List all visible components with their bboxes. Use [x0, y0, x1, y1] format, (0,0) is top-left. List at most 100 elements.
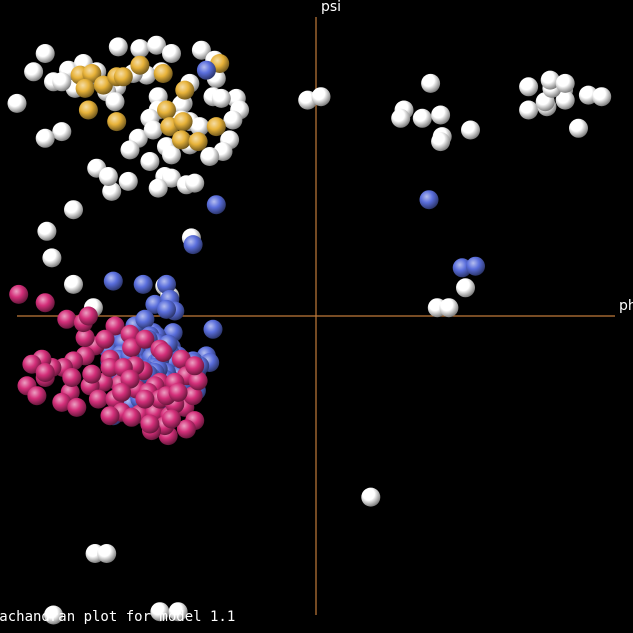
residue-point — [35, 293, 55, 313]
residue-point — [185, 356, 205, 376]
residue-point — [183, 235, 203, 255]
residue-point — [52, 392, 72, 412]
residue-point — [519, 100, 539, 120]
residue-point — [57, 309, 77, 329]
residue-point — [42, 248, 62, 268]
residue-point — [223, 110, 243, 130]
residue-point — [27, 386, 47, 406]
residue-point — [105, 92, 125, 112]
residue-point — [112, 382, 132, 402]
residue-point — [52, 72, 72, 92]
residue-point — [157, 299, 176, 319]
residue-point — [456, 278, 475, 298]
residue-point — [153, 343, 173, 362]
residue-point — [64, 274, 83, 294]
residue-point — [162, 145, 181, 165]
residue-point — [7, 93, 27, 113]
residue-point — [188, 371, 208, 391]
residue-point — [206, 117, 226, 137]
residue-point — [75, 78, 95, 98]
residue-point — [107, 112, 127, 132]
residue-point — [88, 389, 108, 409]
residue-point — [118, 171, 138, 191]
residue-point — [35, 363, 55, 382]
residue-point — [24, 62, 44, 82]
residue-point — [147, 35, 166, 55]
residue-point — [168, 382, 188, 402]
residue-point — [140, 414, 160, 434]
residue-point — [143, 120, 163, 140]
residue-point — [9, 284, 29, 304]
data-points — [7, 35, 612, 625]
residue-point — [105, 316, 125, 336]
residue-point — [113, 67, 133, 87]
residue-point — [200, 147, 220, 166]
residue-point — [183, 386, 203, 406]
residue-point — [135, 389, 155, 409]
residue-point — [431, 105, 451, 125]
residue-point — [206, 195, 226, 215]
plot-caption: Ramachandran plot for model 1.1 — [0, 609, 236, 625]
residue-point — [391, 108, 411, 128]
residue-point — [191, 40, 211, 60]
residue-point — [162, 44, 181, 63]
axes — [17, 17, 615, 615]
residue-point — [64, 200, 83, 220]
series-1 — [70, 54, 230, 152]
residue-point — [130, 39, 150, 59]
residue-point — [150, 602, 170, 622]
residue-point — [153, 64, 173, 83]
residue-point — [62, 368, 82, 387]
y-axis-label: psi — [321, 0, 342, 15]
residue-point — [190, 117, 210, 137]
residue-point — [157, 100, 176, 120]
series-3 — [9, 284, 208, 446]
residue-point — [157, 274, 176, 294]
residue-point — [148, 178, 168, 198]
residue-point — [162, 168, 181, 188]
x-axis-label: phi — [619, 298, 633, 314]
residue-point — [75, 328, 95, 348]
residue-point — [555, 73, 575, 93]
residue-point — [98, 167, 118, 186]
residue-point — [100, 358, 120, 377]
residue-point — [95, 329, 115, 349]
residue-point — [419, 190, 439, 210]
residue-point — [35, 128, 55, 148]
residue-point — [203, 319, 223, 339]
residue-point — [97, 544, 117, 563]
series-0 — [7, 35, 612, 625]
residue-point — [78, 100, 98, 120]
residue-point — [412, 108, 432, 128]
residue-point — [108, 37, 128, 57]
residue-point — [82, 364, 102, 384]
residue-point — [140, 152, 160, 171]
residue-point — [569, 118, 588, 138]
residue-point — [82, 64, 102, 83]
residue-point — [439, 298, 459, 318]
residue-point — [171, 130, 191, 150]
residue-point — [135, 309, 155, 329]
residue-point — [103, 271, 123, 291]
residue-point — [52, 122, 72, 142]
residue-point — [120, 140, 140, 160]
residue-point — [361, 487, 381, 507]
residue-point — [100, 406, 120, 426]
residue-point — [185, 173, 205, 193]
residue-point — [196, 60, 216, 80]
residue-point — [555, 90, 575, 110]
residue-point — [540, 70, 560, 90]
residue-point — [173, 112, 193, 132]
residue-point — [35, 44, 55, 63]
residue-point — [519, 77, 539, 97]
residue-point — [37, 221, 57, 241]
residue-point — [461, 120, 480, 140]
residue-point — [135, 329, 155, 349]
residue-point — [122, 407, 142, 427]
residue-point — [311, 87, 331, 107]
residue-point — [133, 274, 153, 294]
residue-point — [431, 132, 451, 152]
residue-point — [78, 306, 98, 326]
